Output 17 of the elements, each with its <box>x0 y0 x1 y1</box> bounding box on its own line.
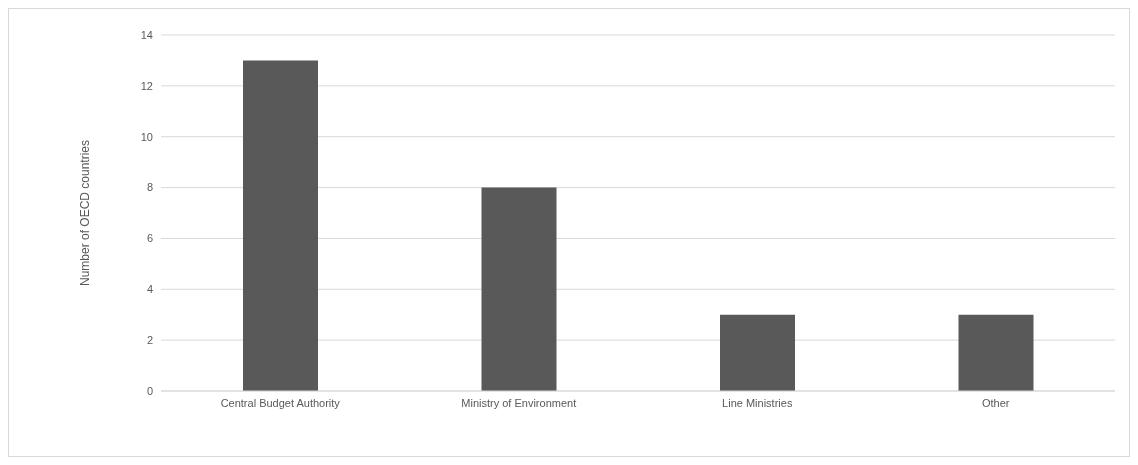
y-axis-title: Number of OECD countries <box>78 139 93 287</box>
y-tick-label: 0 <box>146 384 153 397</box>
x-tick-label: Other <box>981 396 1010 409</box>
x-tick-label: Ministry of Environment <box>461 396 577 409</box>
y-tick-label: 4 <box>146 283 153 296</box>
bar <box>481 187 557 391</box>
y-tick-label: 10 <box>140 130 153 143</box>
y-tick-label: 14 <box>140 28 153 41</box>
y-tick-label: 6 <box>146 232 153 245</box>
y-tick-label: 12 <box>140 79 153 92</box>
x-tick-label: Line Ministries <box>722 396 793 409</box>
bar <box>720 314 795 391</box>
x-tick-label: Central Budget Authority <box>220 396 341 409</box>
bar <box>958 314 1034 391</box>
y-tick-label: 2 <box>146 334 153 347</box>
bar <box>243 60 318 391</box>
y-tick-label: 8 <box>146 181 153 194</box>
